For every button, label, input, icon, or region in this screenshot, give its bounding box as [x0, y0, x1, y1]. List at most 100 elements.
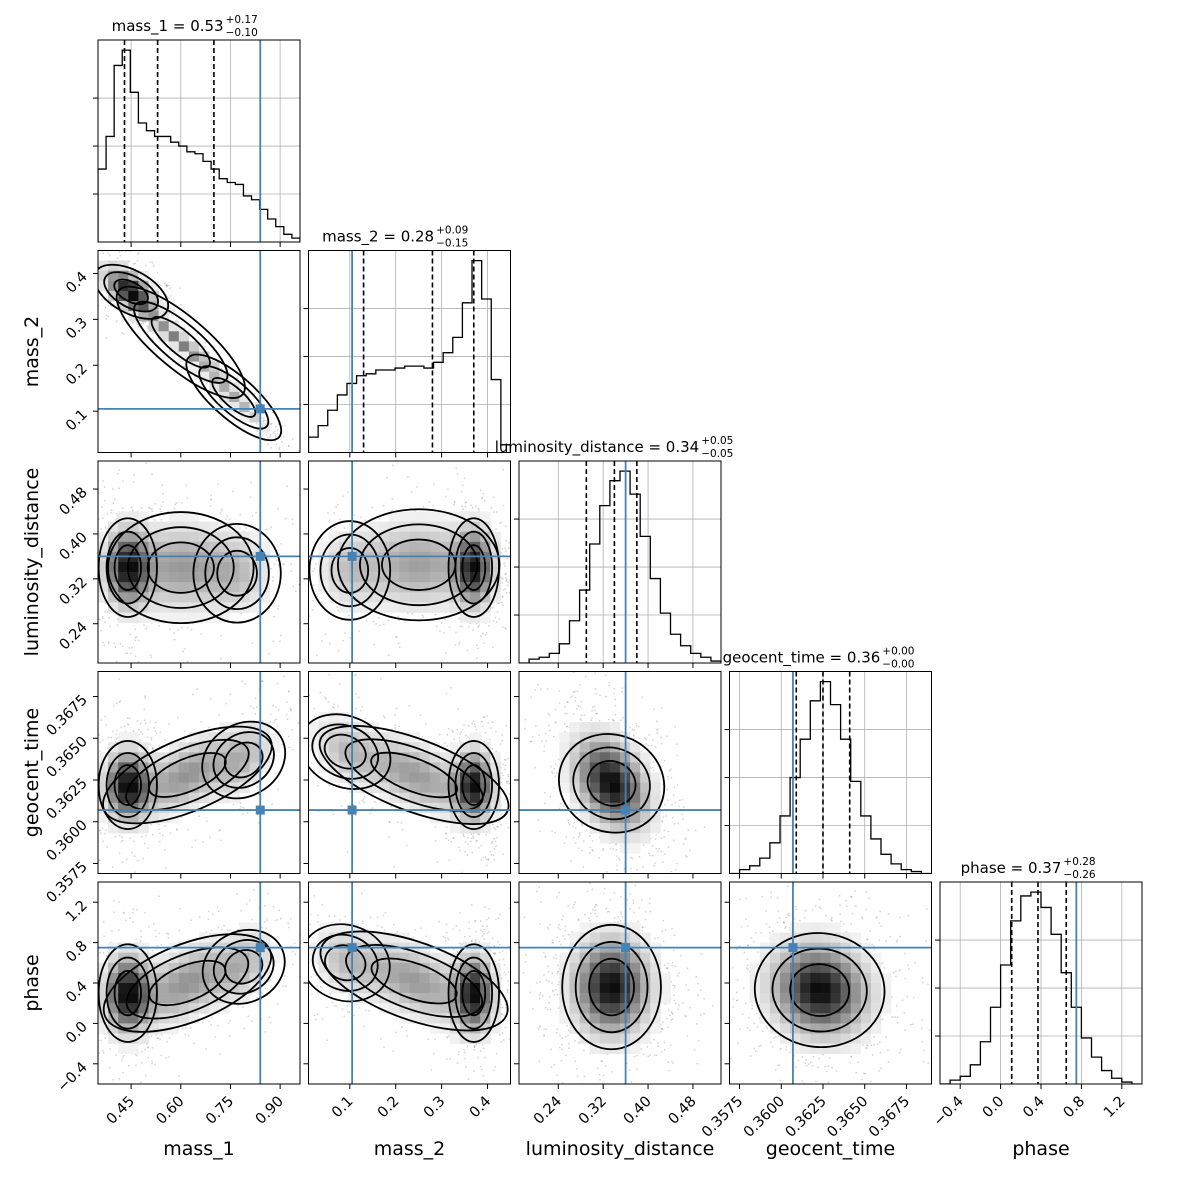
- density-cell: [108, 260, 119, 271]
- density-cell: [148, 782, 159, 793]
- sample-point: [454, 675, 456, 677]
- sample-point: [130, 506, 133, 509]
- sample-point: [422, 616, 425, 619]
- density-cell: [219, 371, 230, 383]
- density-cell: [108, 602, 119, 613]
- sample-point: [169, 307, 172, 310]
- density-cell: [338, 541, 350, 553]
- density-cell: [148, 752, 159, 763]
- sample-point: [95, 598, 97, 600]
- sample-point: [423, 688, 425, 690]
- sample-point: [182, 650, 185, 653]
- sample-point: [73, 620, 75, 622]
- density-cell: [259, 752, 270, 763]
- sample-point: [56, 236, 58, 238]
- density-cell: [249, 752, 260, 763]
- sample-point: [161, 834, 164, 837]
- density-cell: [419, 582, 430, 593]
- density-cell: [470, 521, 481, 532]
- density-cell: [369, 582, 380, 593]
- sample-point: [101, 617, 104, 620]
- density-cell: [138, 782, 149, 793]
- density-cell: [158, 762, 169, 773]
- sample-point: [422, 505, 425, 508]
- sample-point: [94, 635, 96, 637]
- density-cell: [188, 762, 200, 773]
- sample-point: [515, 829, 517, 831]
- sample-point: [121, 839, 124, 842]
- sample-point: [151, 261, 154, 264]
- sample-point: [92, 774, 94, 776]
- density-cell: [108, 562, 119, 573]
- density-cell: [148, 280, 159, 292]
- sample-point: [113, 642, 116, 645]
- sample-point: [279, 640, 281, 643]
- sample-point: [187, 310, 190, 313]
- density-cell: [108, 782, 119, 793]
- sample-point: [474, 725, 477, 728]
- panel-content: [56, 236, 300, 453]
- density-cell: [449, 541, 461, 553]
- sample-point: [523, 596, 525, 598]
- sample-point: [311, 609, 314, 611]
- sample-point: [304, 580, 306, 582]
- sample-point: [357, 696, 360, 699]
- sample-point: [480, 859, 483, 861]
- y-axis-label-geocent_time: geocent_time: [21, 708, 43, 837]
- sample-point: [465, 501, 468, 504]
- sample-point: [151, 510, 154, 513]
- density-cell: [399, 592, 410, 603]
- density-cell: [148, 290, 159, 302]
- histogram-luminosity_distance: [519, 470, 721, 663]
- sample-point: [516, 793, 518, 795]
- sample-point: [115, 733, 118, 736]
- density-cell: [199, 572, 210, 583]
- sample-point: [393, 865, 396, 868]
- sample-point: [273, 721, 276, 724]
- sample-point: [471, 506, 474, 509]
- sample-point: [458, 617, 460, 620]
- density-cell: [369, 521, 380, 532]
- sample-point: [94, 264, 96, 266]
- sample-point: [297, 553, 299, 555]
- density-cell: [359, 602, 370, 613]
- sample-point: [47, 561, 49, 563]
- density-cell: [219, 732, 230, 743]
- sample-point: [118, 852, 121, 855]
- title-luminosity_distance: luminosity_distance = 0.34: [495, 438, 699, 457]
- sample-point: [256, 430, 258, 432]
- sample-point: [507, 773, 509, 776]
- sample-point: [284, 517, 287, 520]
- density-cell: [138, 772, 149, 783]
- sample-point: [277, 605, 280, 607]
- sample-point: [436, 625, 438, 628]
- sample-point: [472, 835, 474, 838]
- density-cell: [138, 562, 149, 573]
- density-cell: [188, 732, 200, 743]
- sample-point: [502, 589, 505, 591]
- y-axis-label-mass_2: mass_2: [21, 316, 43, 388]
- sample-point: [479, 489, 482, 492]
- density-cell: [199, 371, 210, 383]
- sample-point: [93, 245, 95, 247]
- sample-point: [84, 548, 86, 550]
- sample-point: [505, 578, 508, 581]
- density-cell: [419, 602, 430, 613]
- sample-point: [560, 612, 562, 614]
- sample-point: [145, 627, 148, 630]
- sample-point: [129, 633, 132, 636]
- sample-point: [218, 829, 221, 832]
- sample-point: [346, 491, 349, 494]
- sample-point: [43, 502, 45, 504]
- density-cell: [188, 742, 200, 753]
- sample-point: [502, 774, 504, 777]
- sample-point: [137, 859, 140, 862]
- density-cell: [480, 521, 491, 532]
- sample-point: [139, 722, 142, 725]
- sample-point: [103, 499, 106, 502]
- sample-point: [92, 275, 94, 277]
- density-cell: [188, 521, 200, 532]
- sample-point: [292, 748, 295, 751]
- density-cell: [98, 582, 109, 593]
- sample-point: [143, 624, 145, 627]
